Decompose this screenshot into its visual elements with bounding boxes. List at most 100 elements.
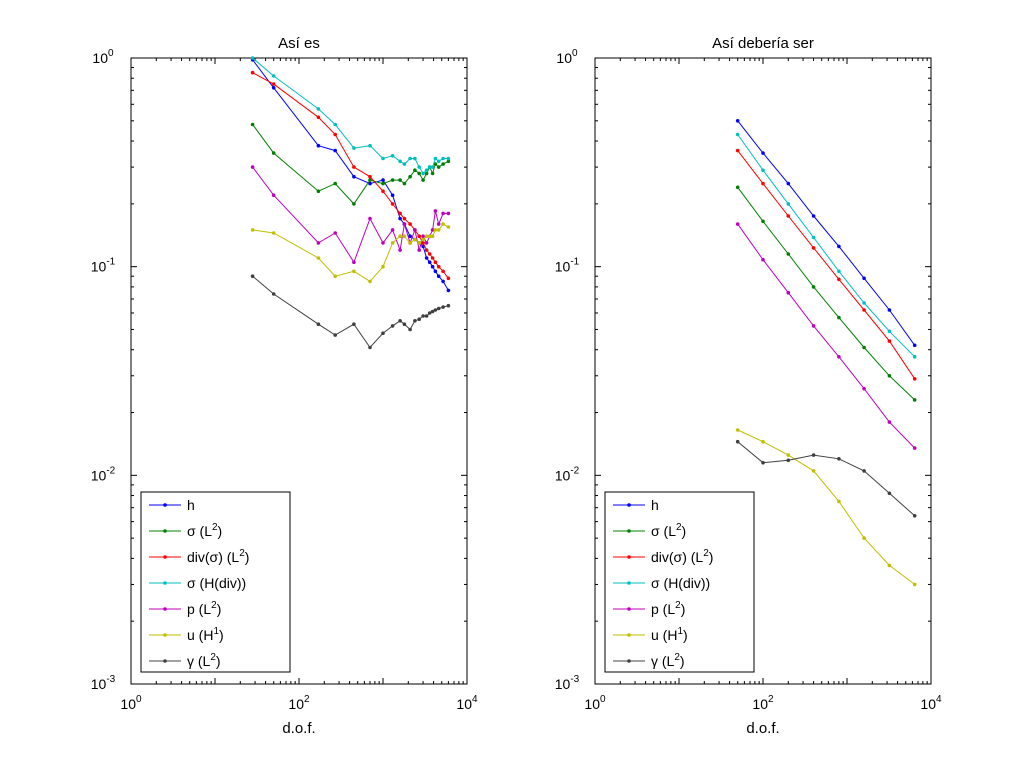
- data-point: [421, 178, 425, 182]
- data-point: [421, 314, 425, 318]
- data-point: [430, 309, 435, 314]
- data-point: [398, 211, 402, 216]
- data-point: [446, 276, 451, 281]
- legend-marker: [627, 555, 631, 559]
- data-point: [912, 343, 917, 348]
- data-point: [333, 148, 338, 153]
- data-point: [381, 241, 385, 245]
- x-tick-label: 100: [584, 694, 606, 712]
- legend-label: σ (H(div)): [651, 575, 710, 591]
- series-4: [735, 222, 917, 450]
- data-point: [271, 292, 276, 296]
- data-point: [408, 222, 412, 226]
- data-point: [250, 70, 255, 75]
- y-tick-label: 10-3: [555, 674, 580, 692]
- data-point: [735, 185, 740, 190]
- data-point: [381, 178, 385, 182]
- data-point: [912, 514, 917, 518]
- data-point: [811, 453, 816, 457]
- data-point: [427, 252, 432, 256]
- data-point: [413, 168, 417, 172]
- series-line: [737, 187, 916, 401]
- data-point: [316, 241, 321, 245]
- legend-label: p (L2): [651, 600, 685, 617]
- legend-item: u (H1): [149, 626, 224, 643]
- data-point: [390, 202, 395, 206]
- legend-item: div(σ) (L2): [613, 548, 713, 565]
- data-point: [421, 237, 425, 242]
- right-axes: Así debería ser d.o.f. 100 102 104 10-3 10-2 10…: [555, 35, 942, 737]
- data-point: [368, 143, 372, 148]
- data-point: [433, 209, 438, 213]
- y-tick-label: 10-1: [555, 257, 580, 275]
- series-2: [735, 148, 917, 381]
- data-point: [761, 151, 765, 155]
- data-point: [421, 171, 425, 176]
- data-point: [430, 165, 435, 169]
- data-point: [887, 308, 892, 312]
- data-point: [887, 374, 892, 378]
- data-point: [408, 327, 412, 332]
- data-point: [250, 165, 255, 169]
- data-point: [368, 216, 372, 221]
- data-point: [424, 168, 429, 172]
- data-point: [390, 324, 395, 328]
- legend-item: σ (H(div)): [149, 575, 246, 591]
- series-2: [250, 70, 451, 281]
- data-point: [441, 211, 445, 216]
- data-point: [811, 235, 816, 240]
- legend-label: γ (L2): [651, 652, 685, 669]
- data-point: [368, 181, 372, 186]
- data-point: [786, 181, 791, 186]
- data-point: [862, 345, 866, 350]
- data-point: [352, 146, 356, 150]
- data-point: [862, 276, 866, 281]
- data-point: [333, 231, 338, 235]
- legend-label: h: [651, 497, 659, 513]
- data-point: [735, 148, 740, 153]
- data-point: [430, 228, 435, 232]
- data-point: [441, 156, 445, 161]
- data-point: [430, 234, 435, 238]
- data-point: [786, 252, 791, 256]
- data-point: [413, 156, 417, 161]
- data-point: [761, 168, 765, 172]
- data-point: [837, 457, 841, 461]
- data-point: [250, 274, 255, 279]
- data-point: [735, 222, 740, 226]
- legend-item: γ (L2): [149, 652, 221, 669]
- data-point: [735, 439, 740, 444]
- x-tick-label: 104: [920, 694, 942, 712]
- data-point: [408, 241, 412, 245]
- legend-marker: [163, 659, 167, 663]
- data-point: [887, 420, 892, 424]
- data-point: [368, 345, 372, 350]
- data-point: [417, 165, 422, 169]
- legend-item: p (L2): [149, 600, 221, 617]
- data-point: [446, 303, 451, 308]
- series-6: [250, 274, 451, 350]
- chart-title: Así es: [278, 35, 320, 52]
- y-tick-label: 100: [556, 48, 578, 66]
- data-point: [837, 269, 841, 274]
- series-line: [737, 429, 916, 585]
- data-point: [427, 165, 432, 169]
- legend-item: σ (L2): [149, 522, 222, 539]
- data-point: [417, 234, 422, 238]
- data-point: [402, 181, 407, 186]
- x-axis-label: d.o.f.: [282, 720, 315, 737]
- legend-item: γ (L2): [613, 652, 685, 669]
- series-line: [737, 223, 916, 449]
- data-point: [250, 228, 255, 232]
- data-point: [398, 319, 402, 323]
- data-point: [368, 178, 372, 182]
- data-point: [446, 288, 451, 293]
- data-point: [250, 122, 255, 127]
- series-3: [250, 56, 451, 176]
- legend-label: σ (H(div)): [187, 575, 246, 591]
- data-point: [402, 162, 407, 166]
- data-point: [413, 228, 417, 232]
- data-point: [390, 154, 395, 158]
- data-point: [402, 216, 407, 221]
- data-point: [333, 333, 338, 337]
